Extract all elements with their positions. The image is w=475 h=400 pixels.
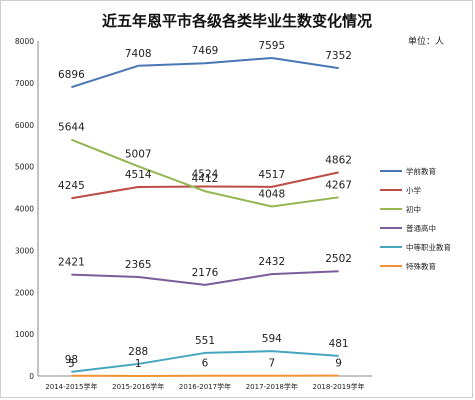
data-labels: 6896 7408 7469 7595 7352 4245 4514 4524 4517 4862… — [58, 40, 352, 370]
data-label: 7352 — [325, 50, 352, 62]
data-label: 7408 — [125, 48, 152, 60]
data-label: 6896 — [58, 69, 85, 81]
y-tick-label: 2000 — [15, 288, 34, 297]
y-tick-labels: 0 1000 2000 3000 4000 5000 6000 7000 8000 — [15, 37, 34, 381]
y-tick-label: 6000 — [15, 121, 34, 130]
series-line — [71, 270, 339, 286]
data-label: 7 — [268, 358, 275, 370]
legend-label: 特殊教育 — [406, 261, 436, 271]
x-tick-label: 2018-2019学年 — [313, 382, 365, 391]
series-line — [71, 138, 339, 208]
legend-label: 小学 — [406, 185, 421, 195]
data-label: 4412 — [192, 173, 219, 185]
data-label: 4862 — [325, 154, 352, 166]
data-label: 551 — [195, 335, 215, 347]
data-label: 594 — [262, 333, 282, 345]
x-tick-label: 2015-2016学年 — [112, 382, 164, 391]
y-tick-label: 4000 — [15, 205, 34, 214]
data-label: 4524 — [192, 169, 219, 181]
x-tick-labels: 2014-2015学年 2015-2016学年 2016-2017学年 2017-20… — [45, 382, 364, 391]
data-label: 4267 — [325, 179, 352, 191]
data-label: 9 — [335, 358, 342, 370]
legend-label: 学前教育 — [406, 166, 436, 176]
data-label: 4514 — [125, 169, 152, 181]
y-tick-label: 8000 — [15, 37, 34, 46]
data-label: 5007 — [125, 148, 152, 160]
data-label: 1 — [135, 358, 142, 370]
y-tick-label: 0 — [29, 372, 34, 381]
data-label: 6 — [202, 358, 209, 370]
x-tick-label: 2016-2017学年 — [179, 382, 231, 391]
data-label: 2176 — [192, 267, 219, 279]
unit-label: 单位：人 — [408, 35, 444, 47]
data-label: 2502 — [325, 253, 352, 265]
legend-label: 初中 — [406, 204, 421, 214]
data-label: 481 — [329, 338, 349, 350]
x-tick-label: 2014-2015学年 — [45, 382, 97, 391]
data-label: 2365 — [125, 259, 152, 271]
data-label: 98 — [65, 354, 78, 366]
series-line — [71, 56, 339, 89]
data-label: 5644 — [58, 122, 85, 134]
data-label: 288 — [128, 346, 148, 358]
data-label: 2432 — [258, 256, 285, 268]
y-tick-label: 1000 — [15, 330, 34, 339]
series-line — [71, 171, 339, 200]
data-label: 4048 — [258, 188, 285, 200]
data-label: 5 — [68, 358, 75, 370]
data-label: 7595 — [258, 40, 285, 52]
data-label: 4245 — [58, 180, 85, 192]
data-label: 4517 — [258, 169, 285, 181]
y-tick-label: 3000 — [15, 246, 34, 255]
data-label: 2421 — [58, 257, 85, 269]
series-line — [71, 350, 339, 373]
y-tick-label: 7000 — [15, 79, 34, 88]
legend-label: 中等职业教育 — [406, 242, 451, 252]
x-tick-label: 2017-2018学年 — [246, 382, 298, 391]
data-label: 7469 — [192, 45, 219, 57]
y-tick-label: 5000 — [15, 163, 34, 172]
axes — [37, 41, 372, 377]
series-lines — [71, 56, 339, 377]
chart-title: 近五年恩平市各级各类毕业生数变化情况 — [102, 12, 372, 30]
legend-label: 普通高中 — [406, 223, 436, 233]
